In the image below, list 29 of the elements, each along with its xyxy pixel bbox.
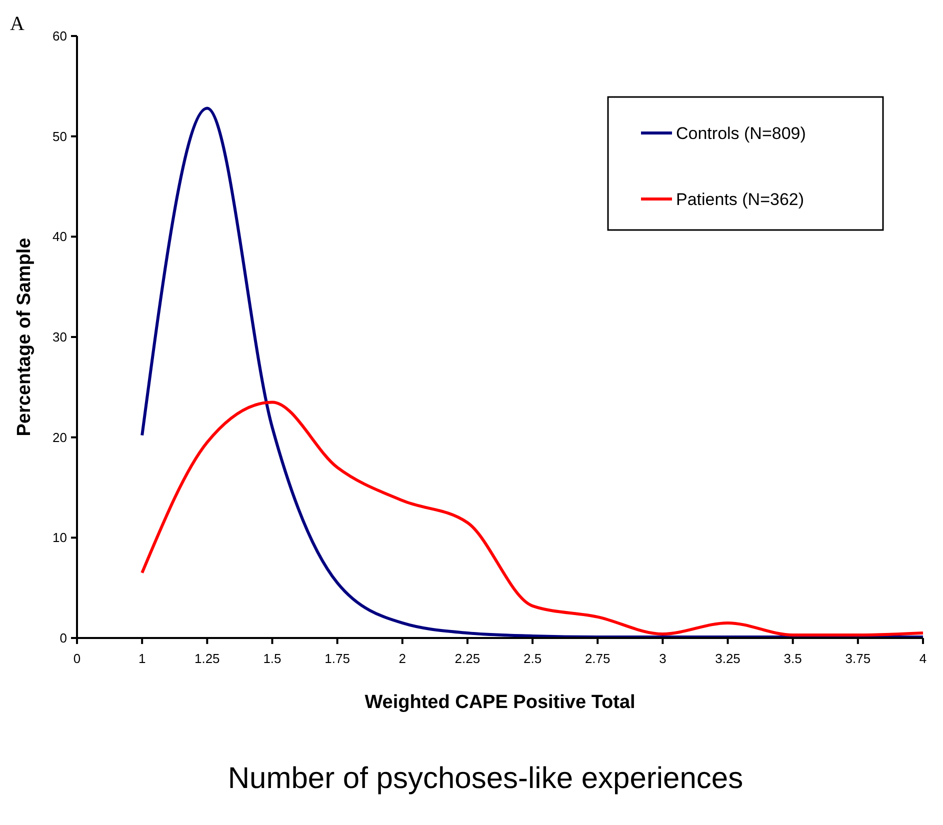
legend-label: Controls (N=809) xyxy=(676,124,806,143)
x-tick-label: 2 xyxy=(398,651,406,666)
x-tick-label: 3 xyxy=(659,651,666,666)
y-tick-label: 60 xyxy=(52,28,67,44)
y-tick-label: 40 xyxy=(52,229,67,244)
x-tick-label: 3.25 xyxy=(715,651,740,666)
x-tick-label: 1.25 xyxy=(194,651,220,666)
y-tick-label: 30 xyxy=(52,330,67,345)
legend-label: Patients (N=362) xyxy=(676,190,804,209)
x-tick-label: 1.75 xyxy=(324,651,350,666)
line-series xyxy=(140,106,924,638)
x-tick-label: 2.5 xyxy=(524,651,542,666)
x-tick-label: 2.25 xyxy=(454,651,480,666)
x-tick-label: 3.75 xyxy=(845,651,871,666)
text: A xyxy=(10,13,25,35)
y-axis-title: Percentage of Sample xyxy=(14,238,35,436)
y-tick-label: 0 xyxy=(60,630,67,646)
x-tick-label: 0 xyxy=(73,651,81,666)
x-tick-label: 3.5 xyxy=(784,651,802,666)
y-tick-label: 50 xyxy=(52,128,67,144)
x-tick-label: 1 xyxy=(138,651,146,666)
x-tick-label: 4 xyxy=(919,651,927,666)
text: Number of psychoses-like experiences xyxy=(228,762,744,795)
x-axis-title: Weighted CAPE Positive Total xyxy=(364,692,636,713)
x-tick-label: 2.75 xyxy=(584,651,610,666)
x-tick-label: 1.5 xyxy=(263,651,282,666)
y-tick-label: 10 xyxy=(52,530,67,546)
line-series xyxy=(140,400,924,636)
y-tick-label: 20 xyxy=(52,430,67,445)
